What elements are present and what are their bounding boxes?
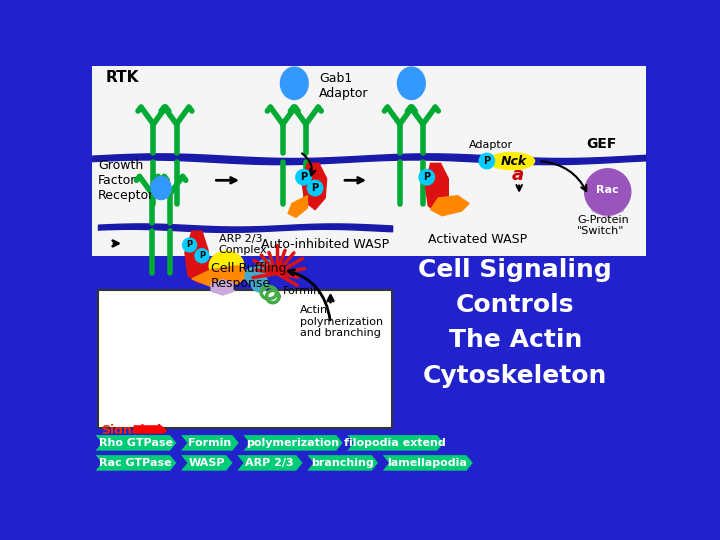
- Text: Signal: Signal: [101, 424, 145, 437]
- Text: GEF: GEF: [586, 137, 616, 151]
- Text: P: P: [312, 183, 319, 193]
- Ellipse shape: [488, 153, 534, 170]
- Text: P: P: [423, 172, 431, 182]
- Text: Formin: Formin: [283, 286, 321, 296]
- Text: Activated WASP: Activated WASP: [428, 233, 526, 246]
- Polygon shape: [94, 455, 177, 471]
- Text: P: P: [300, 172, 307, 182]
- Polygon shape: [179, 434, 240, 451]
- Circle shape: [251, 275, 268, 292]
- Polygon shape: [346, 434, 444, 451]
- Text: ARP 2/3: ARP 2/3: [246, 458, 294, 468]
- FancyArrow shape: [134, 424, 166, 437]
- Circle shape: [195, 249, 209, 262]
- Text: RTK: RTK: [106, 70, 139, 85]
- Text: Cell Signaling
Controls
The Actin
Cytoskeleton: Cell Signaling Controls The Actin Cytosk…: [418, 258, 612, 388]
- Text: P: P: [483, 156, 490, 166]
- Ellipse shape: [397, 67, 426, 99]
- Polygon shape: [431, 195, 469, 215]
- Text: Formin: Formin: [188, 438, 231, 448]
- Text: lamellapodia: lamellapodia: [387, 458, 467, 468]
- Polygon shape: [302, 164, 327, 210]
- Text: branching: branching: [311, 458, 374, 468]
- Text: Auto-inhibited WASP: Auto-inhibited WASP: [261, 238, 390, 251]
- Polygon shape: [185, 231, 210, 284]
- Text: WASP: WASP: [189, 458, 225, 468]
- Text: Adaptor: Adaptor: [469, 140, 513, 150]
- Polygon shape: [211, 280, 234, 295]
- Circle shape: [479, 153, 495, 168]
- Circle shape: [256, 260, 274, 276]
- Polygon shape: [242, 434, 343, 451]
- Text: Actin
polymerization
and branching: Actin polymerization and branching: [300, 305, 383, 338]
- Text: Rac GTPase: Rac GTPase: [99, 458, 172, 468]
- FancyBboxPatch shape: [98, 289, 392, 428]
- Text: ARP 2/3
Complex: ARP 2/3 Complex: [219, 234, 268, 255]
- Polygon shape: [588, 192, 627, 217]
- Circle shape: [585, 168, 631, 215]
- Polygon shape: [382, 455, 474, 471]
- Polygon shape: [288, 195, 307, 217]
- Polygon shape: [235, 455, 304, 471]
- Text: filopodia extend: filopodia extend: [344, 438, 446, 448]
- Polygon shape: [306, 455, 379, 471]
- Text: Rho GTPase: Rho GTPase: [99, 438, 173, 448]
- Polygon shape: [94, 434, 177, 451]
- Polygon shape: [426, 164, 449, 213]
- Text: Cell Ruffling
Response: Cell Ruffling Response: [211, 262, 287, 289]
- Text: Nck: Nck: [500, 154, 527, 167]
- Circle shape: [307, 180, 323, 195]
- Text: P: P: [186, 240, 193, 249]
- Ellipse shape: [281, 67, 308, 99]
- Text: a: a: [511, 166, 523, 184]
- Circle shape: [183, 238, 197, 252]
- Text: Rac: Rac: [596, 185, 619, 194]
- Circle shape: [245, 267, 262, 284]
- Ellipse shape: [210, 251, 244, 280]
- FancyBboxPatch shape: [92, 66, 647, 256]
- Text: G-Protein
"Switch": G-Protein "Switch": [577, 214, 629, 236]
- Polygon shape: [192, 266, 250, 287]
- Text: P: P: [199, 251, 205, 260]
- Text: Gab1
Adaptor: Gab1 Adaptor: [319, 72, 369, 100]
- Circle shape: [296, 170, 311, 185]
- Circle shape: [419, 170, 434, 185]
- Text: polymerization: polymerization: [246, 438, 339, 448]
- Polygon shape: [179, 455, 233, 471]
- Text: Growth
Factor
Receptor: Growth Factor Receptor: [98, 159, 154, 202]
- Ellipse shape: [151, 177, 171, 200]
